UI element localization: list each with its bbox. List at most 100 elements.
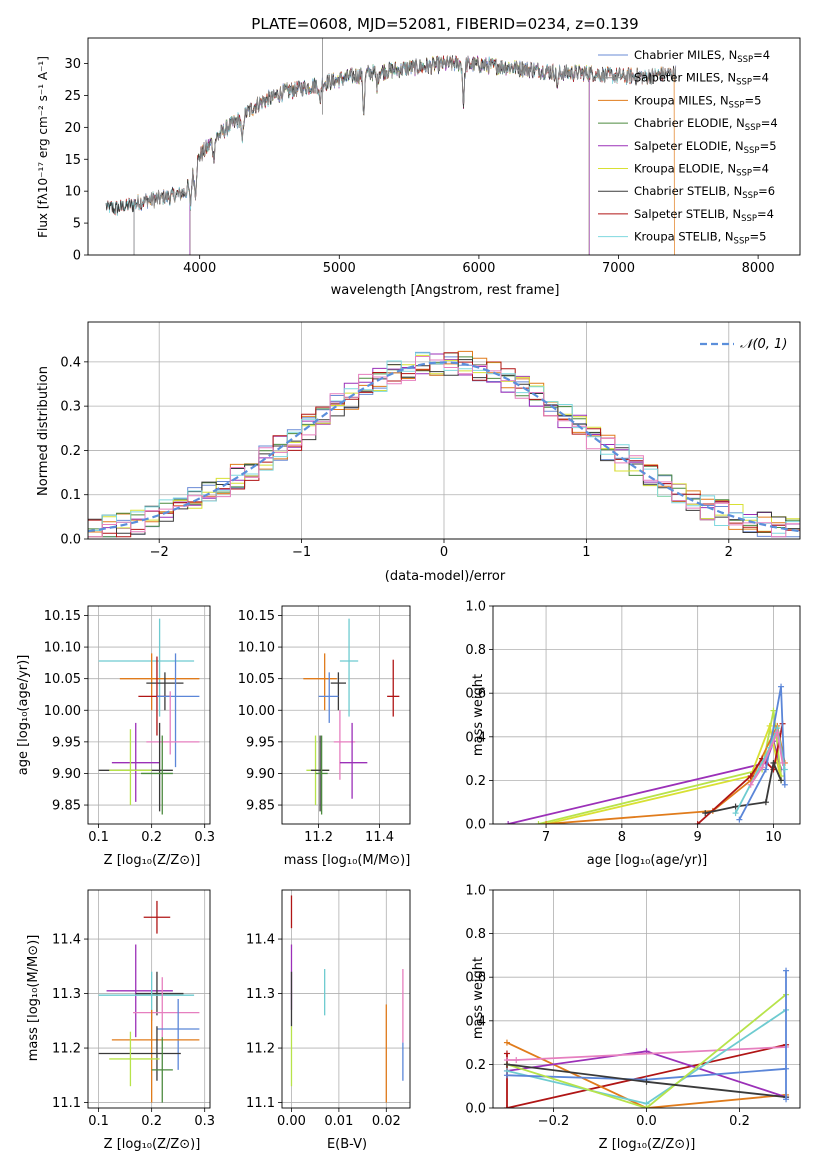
spectrum-line	[133, 55, 675, 255]
mass-weight-vs-metallicity-plot: −0.2 0.0 0.2 0.0 0.2 0.4 0.6 0.8 1.0	[465, 884, 801, 1129]
x-tick-label: 8000	[742, 261, 775, 276]
y-tick-label: 0	[73, 249, 81, 264]
mass-vs-metallicity-ylabel: mass [log₁₀(M/M⊙)]	[26, 935, 41, 1062]
y-tick-label: 10.00	[44, 704, 81, 719]
spectrum-line	[133, 55, 677, 255]
y-tick-label: 25	[64, 89, 81, 104]
x-tick-label: 7000	[602, 261, 635, 276]
y-tick-label: 9.85	[246, 799, 275, 814]
y-tick-label: 20	[64, 121, 81, 136]
y-tick-label: 1.0	[465, 884, 486, 899]
legend-label: 𝒩(0, 1)	[740, 337, 787, 352]
legend-label: Salpeter STELIB, NSSP=4	[634, 207, 774, 224]
x-tick-label: 0.1	[88, 830, 109, 845]
y-tick-label: 9.95	[246, 735, 275, 750]
axes-frame	[87, 605, 211, 825]
spectrum-line	[133, 55, 677, 255]
x-tick-label: 10	[765, 830, 782, 845]
legend-label: Kroupa MILES, NSSP=5	[634, 93, 761, 110]
age-vs-mass-plot: 11.2 11.4 9.85 9.90 9.95 10.00 10.05 10.10 10.15	[238, 605, 411, 845]
plot-area	[105, 38, 677, 255]
x-tick-label: 0.3	[194, 830, 215, 845]
age-vs-metallicity-plot: 0.1 0.2 0.3 9.85 9.90 9.95 10.00 10.05 10.10 10.1…	[44, 605, 215, 845]
x-tick-label: 0.2	[141, 1114, 162, 1129]
gaussian-curve	[88, 361, 800, 533]
y-tick-label: 9.90	[246, 767, 275, 782]
y-tick-label: 10.05	[44, 672, 81, 687]
plot-area	[505, 683, 788, 824]
mass-vs-metallicity-plot: 0.1 0.2 0.3 11.1 11.2 11.3 11.4	[52, 889, 215, 1129]
mass-vs-metallicity-xlabel: Z [log₁₀(Z/Z⊙)]	[104, 1137, 201, 1152]
x-tick-label: 11.4	[365, 830, 394, 845]
y-tick-label: 0.0	[60, 533, 81, 548]
y-tick-label: 30	[64, 57, 81, 72]
mass-weight-line	[738, 686, 786, 821]
mass-weight-vs-age-ylabel: mass weight	[471, 674, 486, 756]
plot-area	[98, 900, 200, 1103]
y-tick-label: 10	[64, 185, 81, 200]
plot-area	[88, 350, 800, 538]
y-tick-label: 1.0	[465, 600, 486, 615]
x-tick-label: 2	[725, 545, 733, 560]
y-tick-label: 15	[64, 153, 81, 168]
mass-weight-line	[545, 722, 782, 824]
axes-frame	[492, 889, 801, 1109]
y-tick-label: 9.90	[52, 767, 81, 782]
x-tick-label: 0.00	[277, 1114, 306, 1129]
y-tick-label: 11.1	[246, 1096, 275, 1111]
spectrum-line	[189, 56, 590, 255]
x-tick-label: 1	[582, 545, 590, 560]
x-tick-label: 0.2	[141, 830, 162, 845]
y-tick-label: 11.3	[52, 987, 81, 1002]
x-tick-label: 0.3	[194, 1114, 215, 1129]
spectrum-line	[189, 55, 590, 255]
y-tick-label: 11.4	[52, 933, 81, 948]
legend-label: Kroupa STELIB, NSSP=5	[634, 230, 766, 247]
x-tick-label: −1	[292, 545, 311, 560]
legend-label: Salpeter ELODIE, NSSP=5	[634, 139, 777, 156]
axes-frame	[281, 889, 411, 1109]
x-tick-label: 4000	[183, 261, 216, 276]
mass-weight-line	[507, 738, 782, 824]
spectrum-ylabel: Flux [fλ10⁻¹⁷ erg cm⁻² s⁻¹ A⁻¹]	[36, 56, 50, 238]
mass-weight-vs-metallicity-xlabel: Z [log₁₀(Z/Z⊙)]	[599, 1137, 696, 1152]
legend-label: Salpeter MILES, NSSP=4	[634, 71, 769, 88]
plot-area	[98, 618, 200, 815]
age-vs-metallicity-xlabel: Z [log₁₀(Z/Z⊙)]	[104, 853, 201, 868]
x-tick-label: 0.0	[636, 1114, 657, 1129]
x-tick-label: 0.01	[324, 1114, 353, 1129]
y-tick-label: 10.00	[238, 704, 275, 719]
y-tick-label: 0.8	[465, 927, 486, 942]
axes-frame	[87, 37, 801, 256]
x-tick-label: 11.2	[304, 830, 333, 845]
y-tick-label: 0.8	[465, 643, 486, 658]
mass-weight-vs-age-plot: 7 8 9 10 0.0 0.2 0.4 0.6 0.8 1.0	[465, 600, 801, 845]
x-tick-label: 5000	[323, 261, 356, 276]
y-tick-label: 10.05	[238, 672, 275, 687]
x-tick-label: 7	[542, 830, 550, 845]
residuals-xlabel: (data-model)/error	[385, 569, 506, 584]
y-tick-label: 10.15	[44, 609, 81, 624]
y-tick-label: 0.1	[60, 488, 81, 503]
histogram-step	[88, 356, 800, 538]
y-tick-label: 5	[73, 217, 81, 232]
y-tick-label: 0.6	[465, 687, 486, 702]
x-tick-label: 0.02	[372, 1114, 401, 1129]
spectrum-xlabel: wavelength [Angstrom, rest frame]	[331, 283, 560, 298]
plot-area	[303, 618, 400, 815]
y-tick-label: 0.4	[465, 730, 486, 745]
x-tick-label: 0.1	[88, 1114, 109, 1129]
legend-label: Kroupa ELODIE, NSSP=4	[634, 162, 769, 179]
legend-label: Chabrier STELIB, NSSP=6	[634, 184, 775, 201]
spectrum-title: PLATE=0608, MJD=52081, FIBERID=0234, z=0…	[251, 15, 638, 33]
x-tick-label: −2	[150, 545, 169, 560]
legend-label: Chabrier MILES, NSSP=4	[634, 48, 770, 65]
y-tick-label: 0.4	[60, 355, 81, 370]
plot-area	[290, 895, 404, 1103]
histogram-step	[88, 352, 800, 538]
residuals-ylabel: Normed distribution	[36, 366, 51, 496]
mass-weight-line	[697, 723, 784, 824]
mass-weight-line	[546, 723, 786, 824]
y-tick-label: 0.4	[465, 1014, 486, 1029]
